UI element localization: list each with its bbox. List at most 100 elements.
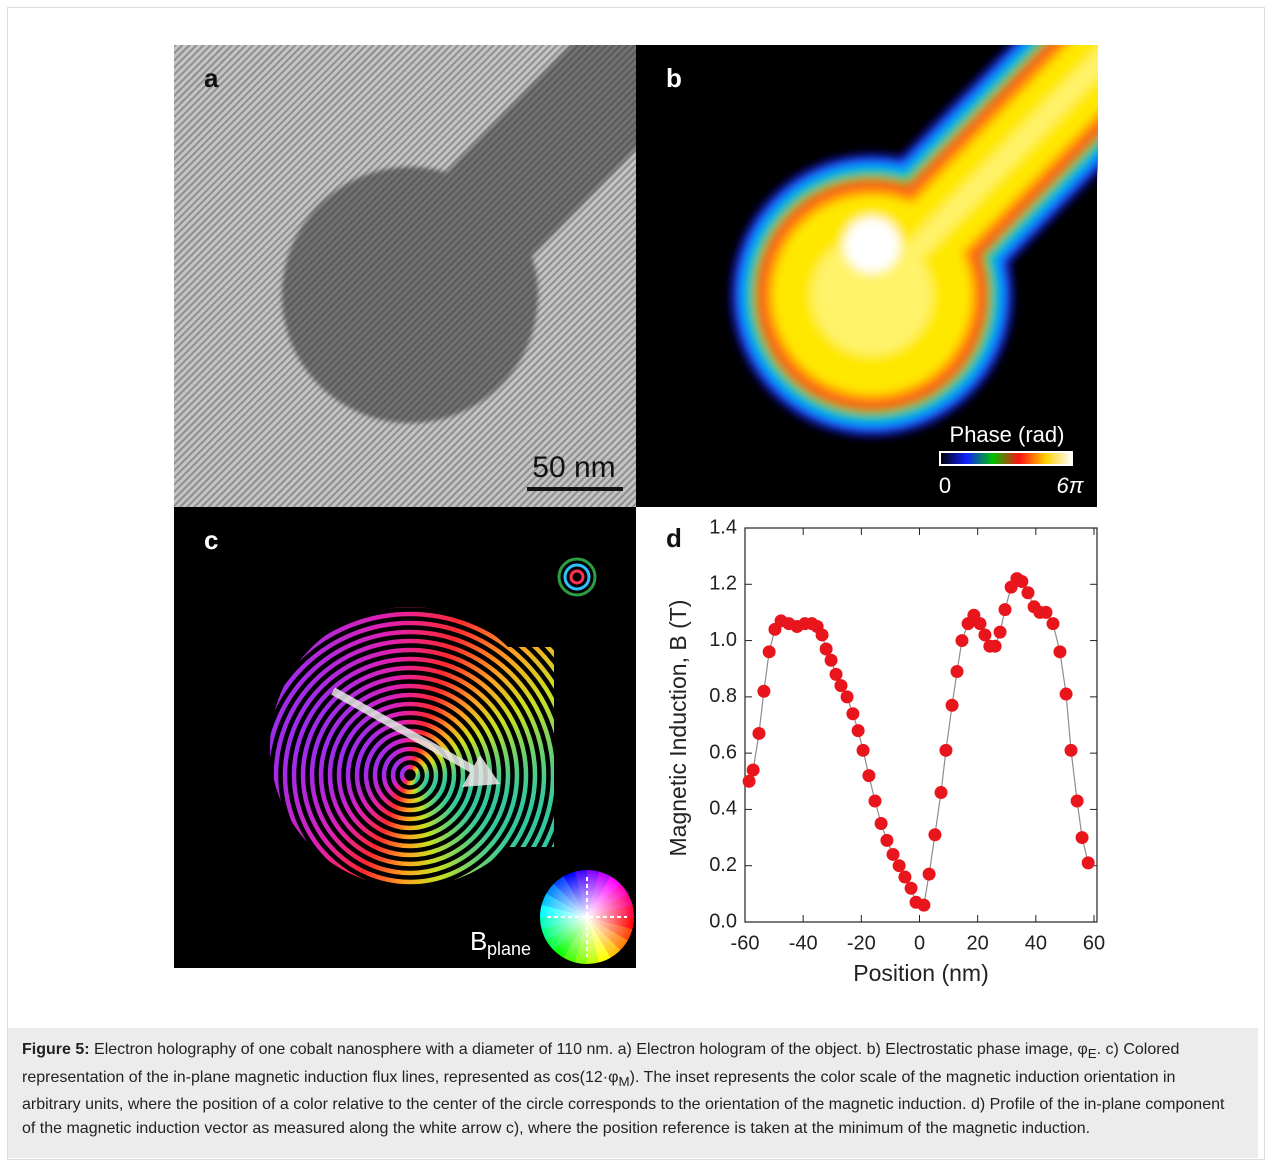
panel-label: b [666, 63, 682, 93]
plot-frame [744, 527, 1098, 923]
x-tick-label: 0 [914, 932, 925, 954]
particle-shadow [282, 45, 636, 423]
caption-subscript: M [618, 1073, 630, 1089]
flux-ring [399, 764, 421, 786]
data-point [945, 698, 959, 712]
flux-ring [309, 674, 511, 876]
colorbar-max: 6π [1057, 473, 1085, 498]
data-point [1070, 794, 1084, 808]
small-rings [557, 557, 597, 597]
wheel-center [540, 870, 634, 964]
data-point [1039, 605, 1053, 619]
flux-ring [291, 656, 529, 887]
y-tick-label: 1.4 [709, 516, 737, 538]
data-point [862, 769, 876, 783]
data-point [1064, 743, 1078, 757]
colorbar-title: Phase (rad) [950, 422, 1065, 447]
x-tick-label: -20 [847, 932, 876, 954]
data-point [1075, 831, 1089, 845]
data-point [898, 870, 912, 884]
data-point [950, 665, 964, 679]
data-point [904, 881, 918, 895]
x-tick-label: 60 [1083, 932, 1105, 954]
colorbar-min: 0 [939, 473, 951, 498]
data-point [880, 833, 894, 847]
data-point [824, 653, 838, 667]
panel-label: d [666, 523, 682, 553]
panel-b: b Phase (rad) 0 6π [636, 45, 1098, 507]
y-tick-label: 1.0 [709, 629, 737, 651]
caption-text: ). The inset represents the color scale … [22, 1068, 1225, 1137]
data-point [868, 794, 882, 808]
data-point [846, 707, 860, 721]
caption-label: Figure 5: [22, 1041, 90, 1058]
data-point [892, 859, 906, 873]
flux-ring [390, 755, 430, 795]
panel-a: a 50 nm [174, 45, 636, 507]
figure: a 50 nm b Phase (rad) 0 6π c B plane [174, 45, 1105, 986]
flux-ring [354, 719, 466, 831]
y-tick-label: 0.8 [709, 685, 737, 707]
flux-ring [300, 665, 520, 885]
y-tick-label: 0.0 [709, 910, 737, 932]
flux-ring [282, 647, 538, 887]
x-tick-label: -60 [731, 932, 760, 954]
data-point [1021, 586, 1035, 600]
wheel-axes [547, 877, 627, 957]
phase-layer [862, 49, 1098, 305]
x-tick-label: 40 [1025, 932, 1047, 954]
scale-bar [527, 487, 623, 491]
data-point [917, 898, 931, 912]
profile-arrow [331, 687, 500, 787]
x-tick-label: -40 [789, 932, 818, 954]
data-point [874, 817, 888, 830]
flux-ring [381, 746, 439, 804]
data-point [840, 690, 854, 704]
data-point [934, 786, 948, 800]
y-tick-label: 0.2 [709, 854, 737, 876]
panel-d: d Position (nm) Magnetic Induction, B (T… [665, 516, 1105, 986]
data-point [1081, 856, 1095, 870]
data-point [939, 743, 953, 757]
data-point [1059, 687, 1073, 701]
data-point [998, 603, 1012, 617]
data-point [886, 847, 900, 861]
data-point [1046, 617, 1060, 631]
inset-subscript: plane [487, 939, 531, 959]
y-tick-label: 1.2 [709, 573, 737, 595]
panel-label: a [204, 63, 219, 93]
data-point [752, 726, 766, 740]
frame [7, 7, 1265, 1160]
color-wheel [540, 870, 634, 964]
phase-blob [732, 45, 1098, 435]
y-axis-label: Magnetic Induction, B (T) [665, 600, 691, 857]
x-tick-label: 20 [967, 932, 989, 954]
data-point [819, 642, 833, 656]
data-point [815, 628, 829, 642]
data-point [856, 743, 870, 757]
flux-ring [270, 629, 556, 887]
data-point [757, 684, 771, 698]
flux-ring [273, 638, 547, 887]
data-point [829, 667, 843, 681]
panel-label: c [204, 525, 218, 555]
flux-ring [318, 683, 502, 867]
data-point [973, 617, 987, 631]
data-point [955, 634, 969, 648]
caption-text: Electron holography of one cobalt nanosp… [94, 1041, 1088, 1058]
data-point [978, 628, 992, 642]
y-tick-label: 0.6 [709, 741, 737, 763]
data-point [988, 639, 1002, 653]
data-point [742, 774, 756, 788]
panel-c: c B plane [174, 507, 636, 968]
flux-ring [372, 737, 448, 813]
data-point [993, 625, 1007, 639]
caption-text: . c) Colored representation of the in-pl… [22, 1041, 1180, 1086]
phase-peak [844, 217, 900, 273]
data-point [851, 724, 865, 738]
inset-label: B [470, 926, 487, 956]
colorbar [939, 451, 1073, 466]
scale-bar-label: 50 nm [532, 451, 615, 484]
caption-subscript: E [1087, 1046, 1097, 1062]
